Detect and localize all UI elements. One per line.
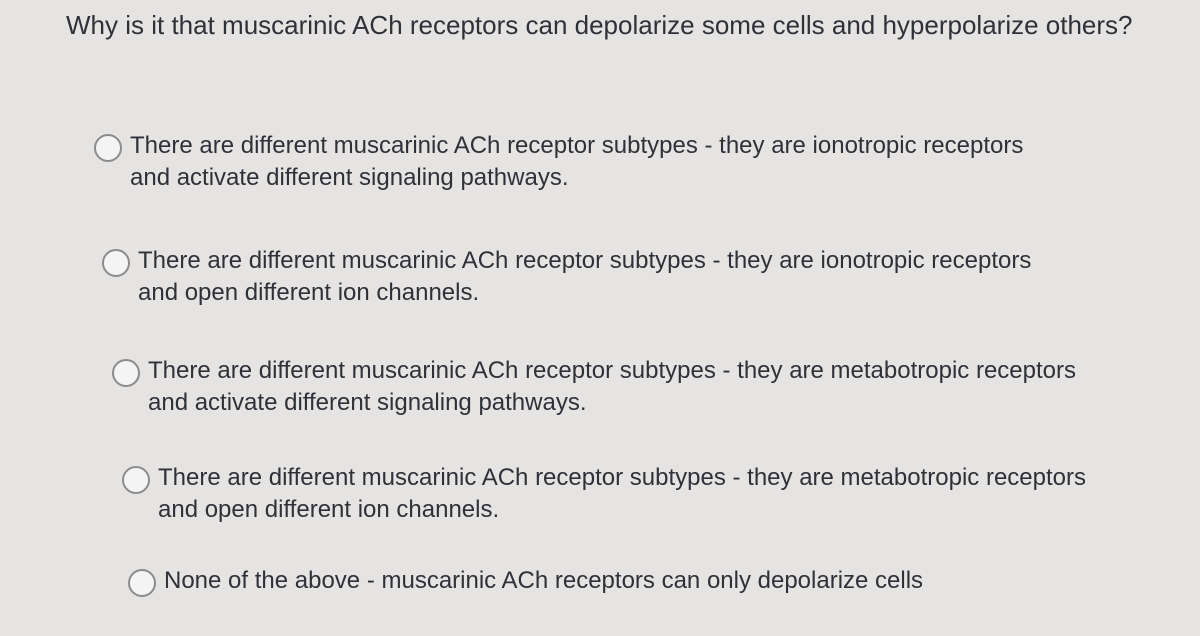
radio-button[interactable]: [112, 359, 140, 387]
radio-button[interactable]: [122, 466, 150, 494]
option[interactable]: None of the above - muscarinic ACh recep…: [128, 565, 1128, 597]
radio-button[interactable]: [128, 569, 156, 597]
option-text: There are different muscarinic ACh recep…: [138, 247, 1032, 306]
option[interactable]: There are different muscarinic ACh recep…: [94, 130, 1094, 194]
option-text: There are different muscarinic ACh recep…: [130, 132, 1024, 191]
option-text: There are different muscarinic ACh recep…: [158, 464, 1086, 523]
option-text: There are different muscarinic ACh recep…: [148, 357, 1076, 416]
option[interactable]: There are different muscarinic ACh recep…: [102, 245, 1102, 309]
option[interactable]: There are different muscarinic ACh recep…: [112, 355, 1112, 419]
option-text: None of the above - muscarinic ACh recep…: [164, 567, 924, 594]
radio-button[interactable]: [94, 134, 122, 162]
option[interactable]: There are different muscarinic ACh recep…: [122, 462, 1122, 526]
radio-button[interactable]: [102, 249, 130, 277]
question: Why is it that muscarinic ACh receptors …: [66, 10, 1133, 40]
